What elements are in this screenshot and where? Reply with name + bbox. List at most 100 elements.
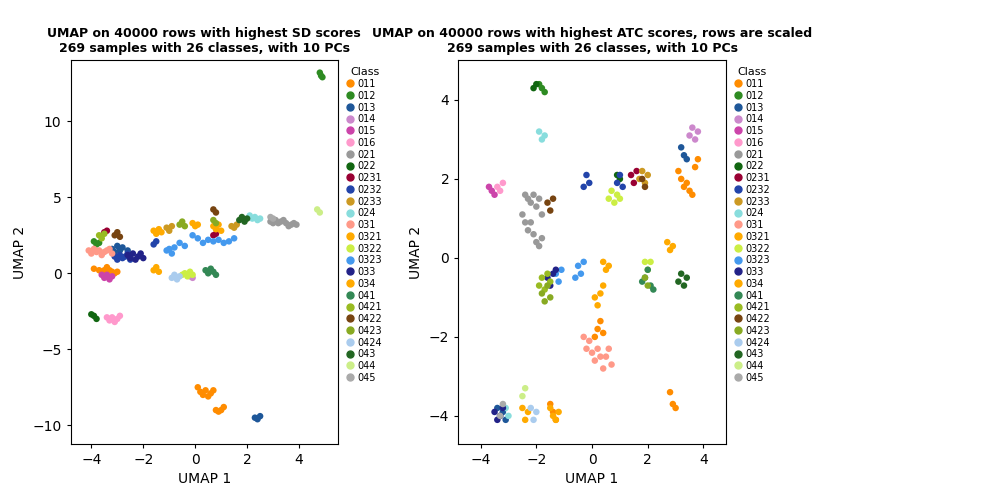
Point <box>598 266 614 274</box>
Point <box>528 238 544 246</box>
Point <box>676 183 692 191</box>
Point <box>265 219 281 227</box>
Title: UMAP on 40000 rows with highest SD scores
269 samples with 26 classes, with 10 P: UMAP on 40000 rows with highest SD score… <box>47 27 361 55</box>
Point <box>102 245 118 253</box>
Point <box>531 80 547 88</box>
Point <box>487 408 503 416</box>
Point <box>107 248 123 256</box>
Point <box>86 265 102 273</box>
Point <box>206 206 222 214</box>
Point <box>163 249 179 258</box>
Point <box>492 412 508 420</box>
Point <box>309 206 326 214</box>
Point <box>208 209 224 217</box>
Point <box>208 219 224 227</box>
Point <box>681 187 698 195</box>
Point <box>662 246 678 254</box>
Point <box>201 236 217 244</box>
Point <box>161 245 177 253</box>
Point <box>166 271 182 279</box>
Point <box>539 270 555 278</box>
Point <box>609 179 625 187</box>
Point <box>161 227 177 235</box>
Point <box>122 254 138 262</box>
Point <box>573 270 589 278</box>
Point <box>640 171 656 179</box>
Point <box>528 80 544 88</box>
Point <box>517 191 533 199</box>
Point <box>593 289 609 297</box>
Point <box>545 412 561 420</box>
Point <box>226 224 242 232</box>
Point <box>120 249 136 258</box>
Legend: 011, 012, 013, 014, 015, 016, 021, 022, 0231, 0232, 0233, 024, 031, 0321, 0322, : 011, 012, 013, 014, 015, 016, 021, 022, … <box>733 66 772 385</box>
Point <box>120 251 136 259</box>
Point <box>187 222 204 230</box>
Point <box>498 404 514 412</box>
Point <box>176 242 193 250</box>
Point <box>517 384 533 392</box>
Point <box>195 239 211 247</box>
Point <box>94 234 110 242</box>
Point <box>208 271 224 279</box>
Point <box>226 234 242 242</box>
Point <box>634 278 650 286</box>
Point <box>91 239 107 247</box>
Point <box>107 269 123 277</box>
Point <box>595 258 611 266</box>
Point <box>133 249 149 258</box>
Point <box>662 388 678 396</box>
Point <box>184 274 201 282</box>
Point <box>678 155 695 163</box>
Point <box>664 400 680 408</box>
Point <box>94 268 110 276</box>
Point <box>211 236 227 244</box>
Point <box>664 242 680 250</box>
Point <box>595 364 611 372</box>
Point <box>184 219 201 227</box>
Point <box>576 183 592 191</box>
Point <box>91 231 107 239</box>
Point <box>148 263 164 271</box>
Point <box>487 191 503 199</box>
Point <box>190 383 206 391</box>
Point <box>687 163 704 171</box>
Point <box>536 285 552 293</box>
Point <box>542 400 558 408</box>
Point <box>198 386 214 394</box>
Point <box>545 408 561 416</box>
Point <box>213 406 229 414</box>
Point <box>262 218 278 226</box>
Point <box>579 345 595 353</box>
Point <box>104 249 120 258</box>
Point <box>145 227 161 235</box>
Point <box>262 213 278 221</box>
Point <box>525 84 541 92</box>
Point <box>179 271 196 279</box>
Point <box>534 274 550 282</box>
Point <box>670 278 686 286</box>
Point <box>89 315 105 323</box>
Point <box>536 132 552 140</box>
Point <box>249 216 265 224</box>
X-axis label: UMAP 1: UMAP 1 <box>177 472 231 486</box>
Point <box>489 183 505 191</box>
Point <box>91 266 107 274</box>
Point <box>637 274 653 282</box>
Point <box>495 400 511 408</box>
Point <box>542 282 558 290</box>
Point <box>171 239 187 247</box>
Point <box>109 242 125 250</box>
Point <box>195 391 211 399</box>
Point <box>213 227 229 235</box>
Point <box>109 228 125 236</box>
Point <box>99 227 115 235</box>
Point <box>125 249 141 258</box>
Point <box>115 243 131 251</box>
Point <box>525 230 541 238</box>
Point <box>208 230 224 238</box>
Point <box>590 325 606 333</box>
Point <box>242 212 258 220</box>
Point <box>520 226 536 234</box>
Point <box>102 266 118 274</box>
